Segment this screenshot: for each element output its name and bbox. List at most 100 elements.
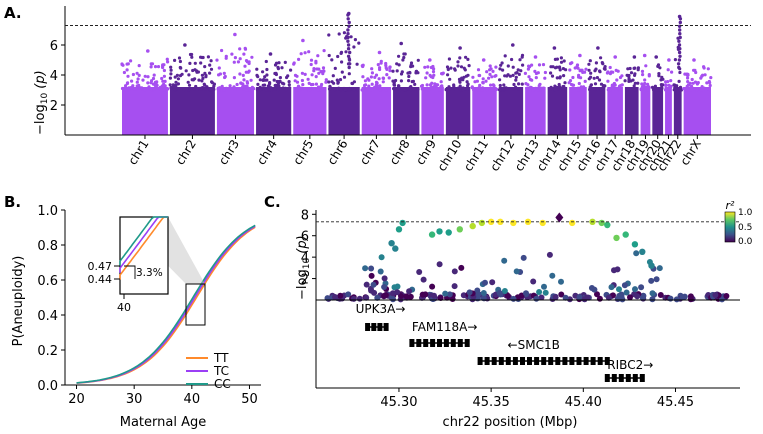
snp-point <box>514 75 518 79</box>
dense-band <box>588 87 606 135</box>
snp-point <box>242 52 246 56</box>
snp-point <box>481 81 485 85</box>
snp-point <box>634 88 638 92</box>
snp-point <box>321 66 326 70</box>
snp-point <box>327 33 331 37</box>
regional-snp-point <box>649 290 656 297</box>
regional-snp-point <box>474 287 481 294</box>
snp-point <box>619 83 624 87</box>
regional-snp-point <box>356 295 363 302</box>
inset-ytick-lower: 0.44 <box>88 273 113 286</box>
gene-exon <box>625 374 631 382</box>
regional-snp-point <box>378 254 385 261</box>
xtick-label: 20 <box>68 392 85 407</box>
snp-point <box>464 74 468 78</box>
snp-point <box>123 88 128 92</box>
snp-point <box>274 61 279 65</box>
regional-snp-point <box>656 265 663 272</box>
snp-point <box>664 80 668 84</box>
snp-point <box>194 69 199 73</box>
snp-point <box>394 78 398 83</box>
chromosome-block-chr8 <box>391 41 420 135</box>
snp-point <box>632 84 636 88</box>
snp-point <box>370 71 374 75</box>
snp-peak-point <box>301 38 305 43</box>
snp-peak-column <box>677 39 681 43</box>
snp-point <box>295 80 300 84</box>
snp-point <box>420 83 425 88</box>
snp-point <box>342 75 347 79</box>
snp-point <box>505 87 509 91</box>
snp-point <box>618 75 623 80</box>
snp-point <box>508 74 512 78</box>
snp-point <box>314 59 318 64</box>
snp-point <box>287 80 291 84</box>
snp-point <box>517 82 521 86</box>
snp-peak-column <box>677 58 682 62</box>
gene-exon <box>365 323 371 331</box>
chromosome-block-chr16 <box>587 46 607 135</box>
snp-point <box>265 73 269 77</box>
snp-peak-column <box>346 35 350 40</box>
snp-point <box>571 83 576 87</box>
snp-point <box>395 62 399 66</box>
gene-label: FAM118A→ <box>412 320 478 334</box>
chrom-label-chr9: chr9 <box>413 137 439 167</box>
snp-point <box>205 85 209 89</box>
chrom-label-chr2: chr2 <box>173 137 199 167</box>
regional-snp-point <box>533 295 540 302</box>
snp-point <box>139 86 143 90</box>
snp-point <box>272 78 276 82</box>
snp-point <box>263 83 267 87</box>
chrom-label-chr8: chr8 <box>387 137 413 167</box>
snp-point <box>319 69 323 74</box>
snp-point <box>706 67 710 71</box>
snp-point <box>646 85 651 89</box>
snp-point <box>628 66 632 71</box>
snp-point <box>440 72 444 76</box>
snp-point <box>163 84 167 88</box>
snp-point <box>467 64 471 68</box>
snp-peak-column <box>347 62 351 66</box>
ytick-label: 0.2 <box>37 344 58 359</box>
dense-band <box>445 87 471 135</box>
dense-band <box>640 87 651 135</box>
regional-snp-point <box>458 264 465 271</box>
snp-point <box>503 74 507 78</box>
snp-point <box>587 62 591 66</box>
ylabel-prefix: −log <box>33 104 48 135</box>
regional-snp-point <box>520 254 527 261</box>
dense-band <box>421 87 444 135</box>
snp-point <box>309 58 314 62</box>
snp-point <box>449 66 453 70</box>
ld-colorbar-label: r² <box>726 199 736 212</box>
snp-point <box>303 51 307 55</box>
regional-snp-point <box>504 292 511 299</box>
snp-point <box>317 71 321 75</box>
snp-point <box>553 88 558 92</box>
snp-point <box>629 71 634 75</box>
snp-point <box>370 88 374 92</box>
regional-snp-point <box>489 279 496 286</box>
snp-point <box>177 56 182 60</box>
snp-point <box>425 71 429 75</box>
chromosome-block-chr14 <box>547 46 568 135</box>
snp-point <box>273 83 277 88</box>
regional-snp-highld <box>622 231 629 238</box>
snp-point <box>224 54 228 59</box>
regional-snp-point <box>667 295 674 302</box>
regional-snp-point <box>370 281 377 288</box>
regional-snp-point <box>480 290 487 296</box>
snp-point <box>129 86 133 90</box>
snp-point <box>193 61 197 65</box>
snp-point <box>465 80 469 84</box>
snp-point <box>475 79 479 83</box>
ld-colorbar-tick-1: 1.0 <box>738 208 753 218</box>
snp-point <box>524 82 528 86</box>
snp-point <box>541 63 546 67</box>
gene-exon <box>491 357 497 365</box>
chromosome-block-chr22 <box>672 14 684 135</box>
snp-point <box>343 88 347 92</box>
snp-point <box>264 88 268 92</box>
